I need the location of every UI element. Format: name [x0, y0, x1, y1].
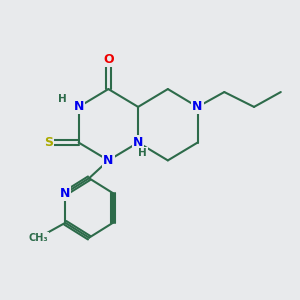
Text: N: N [192, 100, 203, 113]
Text: H: H [138, 148, 147, 158]
Text: N: N [103, 154, 114, 167]
Text: N: N [133, 136, 143, 149]
Text: N: N [60, 187, 70, 200]
Text: O: O [103, 53, 114, 66]
Text: H: H [58, 94, 67, 104]
Text: S: S [44, 136, 53, 149]
Text: N: N [74, 100, 84, 113]
Text: CH₃: CH₃ [29, 233, 48, 243]
